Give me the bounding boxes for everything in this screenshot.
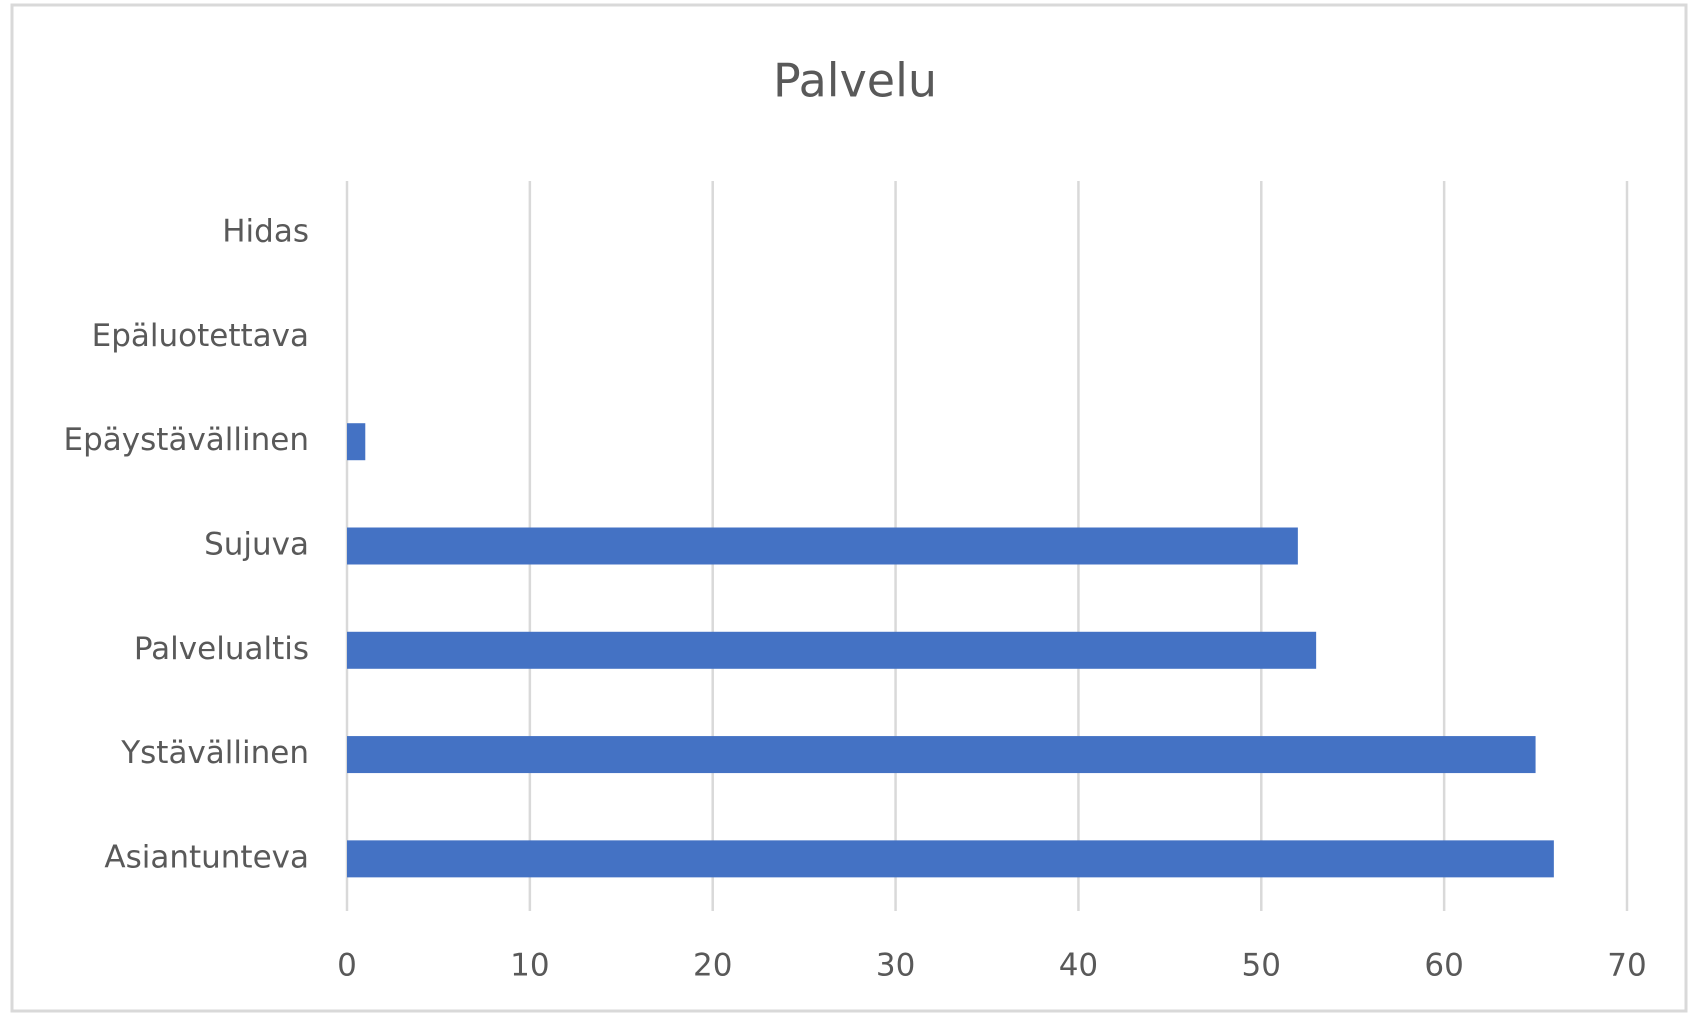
y-tick-label: Asiantunteva [104, 839, 309, 875]
x-tick-label: 0 [337, 948, 357, 984]
y-tick-label: Epäluotettava [92, 318, 309, 354]
y-tick-label: Hidas [222, 214, 309, 250]
bar [347, 423, 366, 461]
x-tick-label: 60 [1424, 948, 1463, 984]
bar [347, 840, 1554, 878]
x-tick-label: 30 [876, 948, 915, 984]
y-tick-label: Sujuva [204, 527, 309, 563]
y-tick-label: Ystävällinen [120, 735, 309, 771]
y-tick-label: Palvelualtis [134, 631, 309, 667]
chart-title: Palvelu [773, 54, 937, 108]
bar [347, 527, 1298, 565]
x-tick-label: 20 [693, 948, 732, 984]
bar [347, 631, 1317, 669]
x-tick-label: 10 [510, 948, 549, 984]
x-tick-label: 40 [1059, 948, 1098, 984]
y-tick-label: Epäystävällinen [64, 422, 309, 458]
bar [347, 736, 1536, 774]
x-tick-label: 70 [1607, 948, 1646, 984]
x-tick-label: 50 [1242, 948, 1281, 984]
